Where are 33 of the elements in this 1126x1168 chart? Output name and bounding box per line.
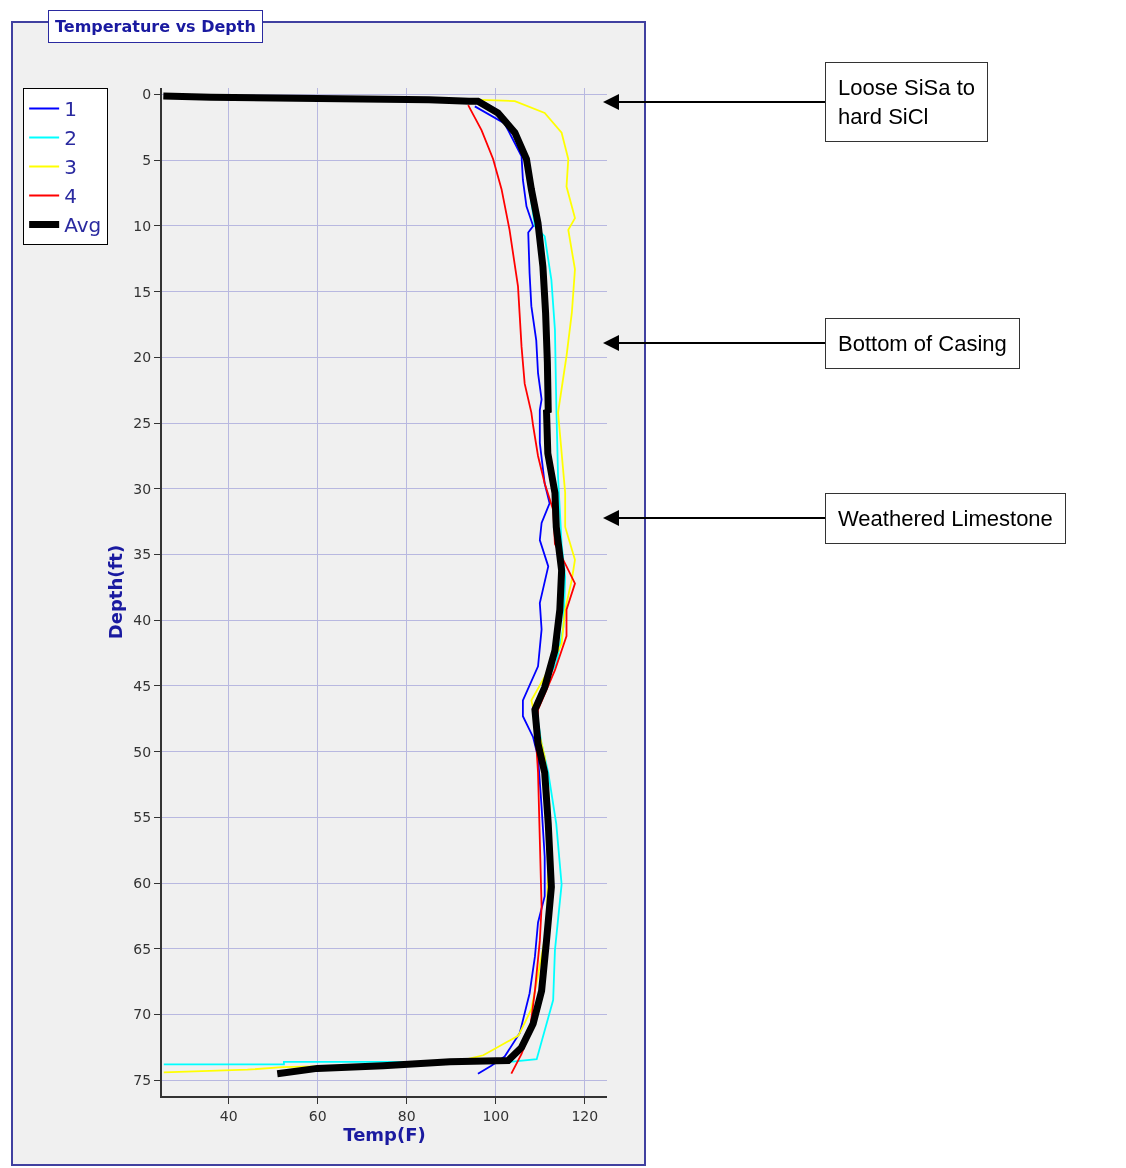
text: Loose SiSa to hard SiCl [838, 75, 975, 129]
x-axis-title: Temp(F) [343, 1123, 426, 1145]
legend-label: 4 [64, 184, 77, 209]
x-tick-label: 40 [219, 1107, 238, 1124]
y-tick-label: 10 [133, 217, 152, 234]
x-tick-label: 80 [397, 1107, 416, 1124]
y-tick-label: 35 [133, 546, 152, 563]
line-series [473, 105, 551, 1075]
y-tick-label: 60 [133, 875, 152, 891]
legend-label: 3 [64, 155, 77, 180]
y-tick-label: 50 [133, 743, 152, 760]
y-tick-label: 0 [142, 86, 152, 103]
y-tick-label: 20 [133, 349, 152, 366]
y-tick-label: 70 [133, 1006, 152, 1023]
y-tick-label: 15 [133, 283, 152, 300]
y-tick-label: 45 [133, 677, 152, 694]
y-tick-label: 25 [133, 415, 152, 432]
y-tick-label: 30 [133, 480, 152, 497]
legend-label: Avg [64, 213, 102, 238]
x-tick-label: 60 [308, 1107, 327, 1124]
text: Weathered Limestone [838, 506, 1053, 531]
x-tick-label: 100 [482, 1107, 510, 1124]
text: Bottom of Casing [838, 331, 1007, 356]
y-tick-label: 75 [133, 1072, 152, 1089]
y-tick-label: 40 [133, 612, 152, 629]
y-tick-label: 65 [133, 940, 152, 957]
y-axis-title: Depth(ft) [105, 544, 127, 640]
chart-title: Temperature vs Depth [55, 17, 256, 36]
y-tick-label: 5 [142, 152, 152, 169]
y-tick-label: 55 [133, 809, 152, 826]
x-tick-label: 120 [571, 1107, 599, 1124]
legend-label: 1 [64, 97, 77, 122]
legend-label: 2 [64, 126, 77, 151]
